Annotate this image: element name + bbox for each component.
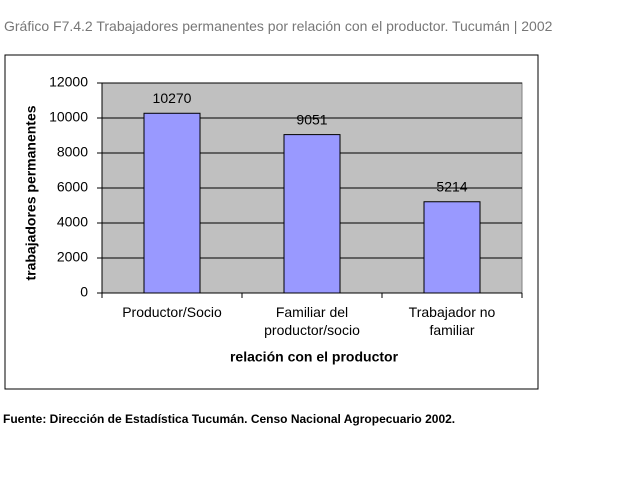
value-label: 9051 bbox=[296, 111, 327, 127]
x-axis-title: relación con el productor bbox=[230, 349, 399, 365]
x-tick-label: Productor/Socio bbox=[122, 304, 222, 320]
y-tick-label: 12000 bbox=[49, 74, 88, 90]
y-tick-label: 6000 bbox=[57, 179, 88, 195]
y-tick-label: 10000 bbox=[49, 109, 88, 125]
bar bbox=[283, 134, 341, 294]
y-tick-label: 2000 bbox=[57, 249, 88, 265]
chart-title: Gráfico F7.4.2 Trabajadores permanentes … bbox=[4, 18, 553, 34]
y-tick-label: 4000 bbox=[57, 214, 88, 230]
y-axis-title: trabajadores permanentes bbox=[23, 105, 39, 280]
value-label: 10270 bbox=[153, 90, 192, 106]
y-tick-label: 8000 bbox=[57, 144, 88, 160]
bar bbox=[143, 112, 201, 294]
value-label: 5214 bbox=[436, 178, 467, 194]
y-tick-label: 0 bbox=[80, 284, 88, 300]
bar bbox=[423, 201, 481, 294]
source-note: Fuente: Dirección de Estadística Tucumán… bbox=[3, 412, 456, 426]
x-tick-label: Familiar del productor/socio bbox=[264, 304, 360, 338]
x-tick-label: Trabajador no familiar bbox=[408, 304, 496, 338]
